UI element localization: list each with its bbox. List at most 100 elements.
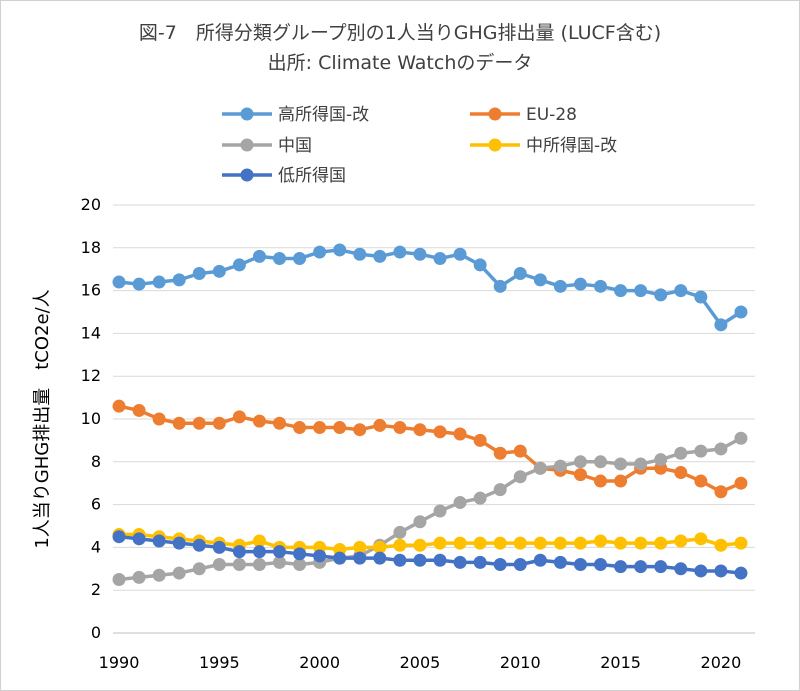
y-tick-label: 6 [91,495,101,514]
data-point [573,558,587,572]
data-point [594,474,608,488]
legend-label: 中所得国-改 [526,136,617,156]
x-tick-label: 2020 [701,653,742,672]
data-point [152,412,166,426]
data-point [493,446,507,460]
data-point [654,560,668,574]
data-point [694,444,708,458]
data-point [373,551,387,565]
data-point [553,279,567,293]
legend-marker [240,107,254,121]
data-point [132,403,146,417]
data-point [533,273,547,287]
legend-label: 高所得国-改 [278,105,369,125]
data-point [152,534,166,548]
series-0 [112,243,748,332]
data-point [433,425,447,439]
y-tick-label: 18 [81,238,101,257]
data-point [172,536,186,550]
data-point [313,245,327,259]
data-point [192,538,206,552]
data-point [614,457,628,471]
data-point [674,284,688,298]
data-point [212,416,226,430]
data-point [674,562,688,576]
data-point [353,540,367,554]
data-point [132,570,146,584]
series-line [118,248,742,327]
data-point [714,538,728,552]
data-point [513,470,527,484]
data-point [252,558,266,572]
data-point [112,399,126,413]
data-point [634,284,648,298]
data-point [614,560,628,574]
data-point [252,414,266,428]
y-tick-label: 10 [81,409,101,428]
data-point [132,277,146,291]
data-point [533,536,547,550]
data-point [614,474,628,488]
data-point [594,455,608,469]
data-point [654,453,668,467]
legend-item: EU-28 [470,105,577,125]
data-point [533,461,547,475]
y-tick-label: 2 [91,580,101,599]
data-point [353,423,367,437]
data-point [373,418,387,432]
y-tick-labels: 0 2 4 6 8 10 12 14 16 18 20 [81,195,101,642]
data-point [714,318,728,332]
data-point [433,504,447,518]
data-point [112,530,126,544]
data-point [614,536,628,550]
data-point [112,573,126,586]
data-point [232,410,246,424]
data-point [313,549,327,563]
y-tick-label: 16 [81,281,101,300]
data-point [192,416,206,430]
data-point [734,305,748,319]
legend-label: 中国 [278,136,312,156]
data-point [594,279,608,293]
data-point [513,536,527,550]
data-point [172,273,186,287]
data-point [694,290,708,304]
legend-marker [488,107,502,121]
series-line [118,436,742,582]
data-point [252,545,266,559]
data-point [674,446,688,460]
data-point [273,252,287,265]
data-point [172,416,186,430]
data-point [413,423,427,437]
data-point [513,558,527,572]
data-point [594,558,608,572]
data-point [212,558,226,572]
data-point [694,564,708,578]
data-point [313,421,327,435]
x-tick-label: 2015 [600,653,641,672]
chart-subtitle: 出所: Climate Watchのデータ [267,52,533,74]
data-point [273,545,287,559]
data-point [674,534,688,548]
data-point [473,433,487,447]
data-point [453,495,467,509]
data-point [654,536,668,550]
data-point [393,525,407,539]
legend-marker [240,138,254,152]
y-axis-label: 1人当りGHG排出量 tCO2e/人 [32,289,53,548]
legend-marker [488,138,502,152]
data-point [493,483,507,497]
data-point [573,277,587,291]
data-point [413,247,427,261]
data-point [473,258,487,272]
legend-item: 高所得国-改 [222,105,369,125]
data-point [553,459,567,473]
data-point [493,558,507,572]
data-point [594,534,608,548]
series-3 [112,528,748,557]
legend-label: EU-28 [526,105,577,125]
data-point [393,245,407,259]
data-point [333,551,347,565]
legend-label: 低所得国 [278,166,346,186]
